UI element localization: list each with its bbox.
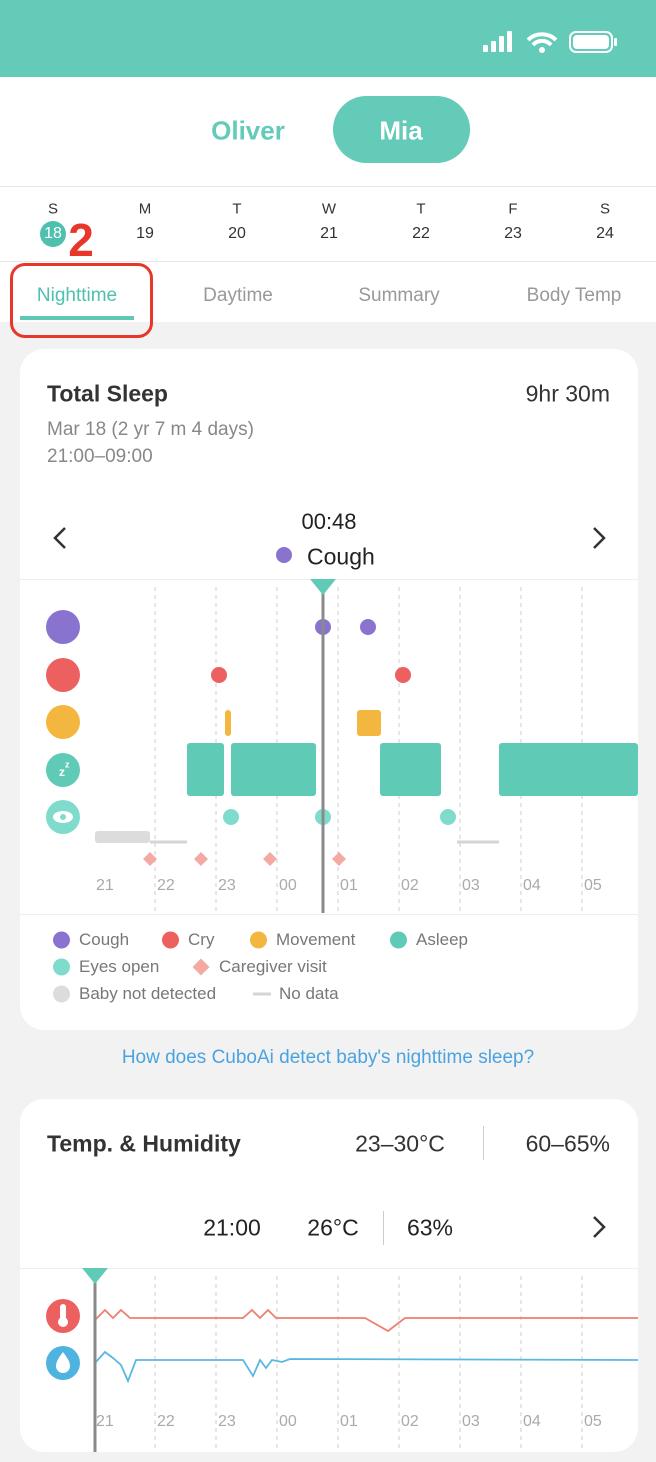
tab[interactable]: Daytime [203, 285, 273, 306]
temp-range: 23–30°C [355, 1130, 445, 1157]
annotation-box [10, 263, 153, 338]
legend-label: Asleep [416, 930, 468, 949]
divider [483, 1126, 484, 1160]
legend-label: No data [279, 984, 339, 1003]
day-date[interactable]: 23 [504, 225, 522, 242]
svg-text:z: z [65, 759, 70, 769]
day-selected [40, 221, 66, 247]
legend-label: Baby not detected [79, 984, 217, 1003]
day-letter: S [599, 200, 611, 218]
day-letter: S [47, 200, 59, 218]
total-sleep: 9hr 30m [525, 380, 610, 407]
hour-label: 00 [279, 1413, 297, 1430]
hour-label: 02 [401, 877, 419, 894]
legend-swatch [250, 931, 267, 949]
legend-label: Cry [188, 930, 215, 949]
day-date[interactable]: 19 [136, 225, 154, 242]
hour-label: 04 [523, 1413, 541, 1430]
next-arrow[interactable] [590, 1215, 610, 1243]
legend-swatch [253, 992, 271, 996]
prev-arrow[interactable] [53, 527, 66, 549]
nav-arrows [53, 527, 606, 549]
tab-underline [20, 316, 134, 320]
hour-label: 04 [523, 877, 541, 894]
status-icons [483, 31, 617, 53]
divider [383, 1211, 384, 1245]
cursor[interactable] [82, 1268, 108, 1452]
legend-label: Movement [276, 930, 356, 949]
svg-text:z: z [59, 765, 65, 779]
divider [20, 1268, 638, 1269]
cursor-event: Cough [307, 543, 375, 570]
hour-label: 22 [157, 1413, 175, 1430]
event-dot [276, 547, 292, 563]
divider [0, 186, 656, 187]
hour-label: 05 [584, 1413, 602, 1430]
day-date[interactable]: 21 [320, 225, 338, 242]
hour-label: 01 [340, 1413, 358, 1430]
hour-label: 01 [340, 877, 358, 894]
card-title: Total Sleep [47, 380, 168, 407]
day-letter: W [321, 200, 337, 218]
cursor-time: 21:00 [203, 1214, 261, 1241]
legend-label: Eyes open [79, 957, 160, 976]
time-range: 21:00–09:00 [47, 446, 153, 467]
tab[interactable]: Summary [358, 285, 440, 306]
hour-label: 23 [218, 1413, 236, 1430]
annotation-number: 2 [68, 214, 94, 266]
profile-tab[interactable]: Oliver [211, 115, 285, 146]
header-area [0, 77, 656, 322]
temp-card: Temp. & Humidity 23–30°C 60–65% 21:00 26… [20, 1099, 638, 1452]
humidity-range: 60–65% [525, 1130, 610, 1157]
tab[interactable]: Body Temp [526, 285, 622, 306]
hour-label: 23 [218, 877, 236, 894]
day-date[interactable]: 24 [596, 225, 614, 242]
legend-swatch [53, 931, 70, 949]
cursor-part [310, 579, 336, 595]
legend-swatch [53, 958, 70, 976]
day-letter: F [508, 200, 518, 218]
profile-pill[interactable] [333, 96, 470, 163]
help-link[interactable]: How does CuboAi detect baby's nighttime … [121, 1047, 535, 1068]
tab[interactable]: Nighttime [36, 285, 118, 306]
events [95, 619, 638, 866]
row-icons: zz [46, 610, 80, 834]
cursor-humidity: 63% [406, 1214, 454, 1241]
hour-label: 02 [401, 1413, 419, 1430]
cursor-part [82, 1268, 108, 1284]
legend-swatch [162, 931, 179, 949]
card-title: Temp. & Humidity [47, 1130, 241, 1157]
cursor-temp: 26°C [307, 1214, 359, 1241]
legend-swatch [390, 931, 407, 949]
day-letter: T [416, 200, 426, 218]
hour-label: 03 [462, 877, 480, 894]
day-letter: M [138, 200, 152, 218]
hour-label: 03 [462, 1413, 480, 1430]
date: Mar 18 (2 yr 7 m 4 days) [47, 419, 254, 440]
day-date[interactable]: 18 [44, 225, 62, 242]
legend-swatch [192, 958, 210, 976]
divider [20, 914, 638, 915]
sleep-card: Total Sleep 9hr 30m Mar 18 (2 yr 7 m 4 d… [20, 349, 638, 1030]
cursor-time: 00:48 [301, 509, 357, 534]
next-arrow[interactable] [593, 527, 606, 549]
hour-label: 05 [584, 877, 602, 894]
cursor[interactable] [310, 579, 336, 913]
hour-label: 21 [96, 877, 114, 894]
legend-label: Caregiver visit [219, 957, 327, 976]
divider [0, 261, 656, 262]
hour-label: 00 [279, 877, 297, 894]
profile-tab[interactable]: Mia [379, 115, 423, 146]
sleep-timeline: 05 04 03 02 01 00 23 22 21 zz [46, 579, 638, 913]
day-date[interactable]: 22 [412, 225, 430, 242]
hour-label: 22 [157, 877, 175, 894]
hour-label: 21 [96, 1413, 114, 1430]
day-date[interactable]: 20 [228, 225, 246, 242]
day-letter: T [232, 200, 242, 218]
legend-label: Cough [79, 930, 130, 949]
temp-chart: 05 04 03 02 01 00 23 22 21 [46, 1268, 638, 1452]
legend-swatch [53, 985, 70, 1003]
status-bar [0, 0, 656, 77]
